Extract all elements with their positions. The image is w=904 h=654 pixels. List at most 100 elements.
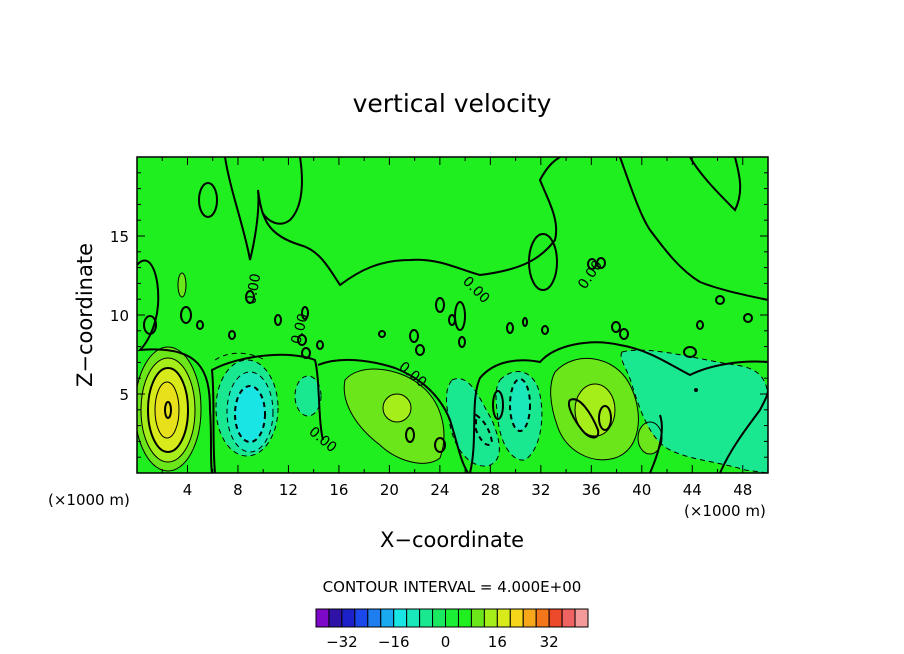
chain-loop [596, 257, 606, 269]
colorbar-swatch [380, 608, 395, 628]
pos-contour-4-mid [343, 368, 445, 464]
pos-contour-4-far [637, 421, 663, 455]
x-tick-label: 36 [582, 481, 601, 499]
y-tick-label: 15 [110, 228, 129, 246]
x-tick-label: 8 [233, 481, 243, 499]
x-unit-label-right: (×1000 m) [684, 502, 766, 520]
chain-loop [245, 290, 255, 304]
downdraft-contour-30-inner [510, 379, 530, 431]
zero-contour-island-7 [180, 306, 192, 324]
zero-contour-right-upper [619, 157, 768, 301]
contour-fills [137, 273, 768, 473]
zero-contour-top-mid [261, 157, 303, 225]
zero-contour-mid [210, 353, 324, 473]
zero-contour-right-edge [649, 414, 663, 473]
updraft-contour-20-inner [383, 394, 411, 422]
chain-loop [301, 347, 311, 359]
colorbar-swatch [432, 608, 447, 628]
zero-contour-island-2 [528, 233, 558, 291]
neg-contour-4-left [215, 359, 279, 457]
colorbar-swatch [406, 608, 421, 628]
chain-loop [715, 295, 725, 305]
x-axis-label: X−coordinate [380, 528, 524, 552]
zero-contour-island-6 [164, 401, 172, 419]
zero-contour-lower-mid [317, 358, 469, 473]
small-updraft-left [178, 273, 186, 297]
zero-contour-island-8 [696, 320, 704, 330]
chain-loop [506, 322, 514, 334]
x-tick-label: 24 [430, 481, 449, 499]
neg-contour-4-mid2 [495, 371, 543, 461]
colorbar-swatch [393, 608, 408, 628]
colorbar: −32 −16 0 16 32 [315, 608, 589, 651]
chain-loop [297, 334, 307, 346]
neg-contour-4-mid [446, 378, 500, 467]
colorbar-swatch [367, 608, 382, 628]
chain-loop [435, 297, 445, 313]
zero-contour-left [137, 259, 213, 473]
downdraft-contour-small [295, 376, 321, 416]
contour-label: 0.00 [288, 312, 312, 346]
colorbar-swatch [561, 608, 576, 628]
zero-contour-island-1 [198, 182, 218, 218]
chain-loop [228, 330, 236, 340]
zero-contour-island-9 [743, 313, 753, 323]
neg-contour-4-small [294, 375, 322, 417]
chain-loop [415, 344, 425, 356]
chart-title: vertical velocity [353, 89, 552, 118]
colorbar-swatch [574, 608, 589, 628]
neg-contour-8-left [226, 371, 274, 453]
zero-contour-island-3 [405, 427, 415, 443]
x-tick-label: 12 [279, 481, 298, 499]
x-tick-label: 44 [683, 481, 702, 499]
zero-contour-island-13 [378, 330, 386, 338]
plot-area: 0.00 0.00 0.00 0.00 0.00 0.00 4 8 12 16 20 24… [110, 156, 769, 499]
colorbar-swatch [483, 608, 498, 628]
zero-contour-far-right [719, 389, 768, 473]
colorbar-tick-label: 32 [540, 633, 559, 651]
pos-contour-8-mid [382, 393, 412, 423]
neg-contour-4-leftedge [214, 352, 266, 361]
colorbar-swatch [509, 608, 524, 628]
x-tick-label: 32 [531, 481, 550, 499]
zero-contour-island-15 [492, 390, 504, 420]
colorbar-swatch [470, 608, 485, 628]
colorbar-tick-label: 0 [441, 633, 451, 651]
colorbar-swatch [419, 608, 434, 628]
contour-label: 0.00 [243, 272, 264, 305]
colorbar-swatch [445, 608, 459, 628]
colorbar-swatch [548, 608, 563, 628]
chain-loop [316, 340, 324, 350]
neg-contour-8-mid2 [509, 378, 531, 432]
x-tick-label: 40 [632, 481, 651, 499]
x-tick-label: 16 [329, 481, 348, 499]
chain-loop [541, 325, 549, 335]
x-tick-label: 28 [481, 481, 500, 499]
colorbar-swatch [457, 608, 472, 628]
pos-contour-8-right [574, 383, 616, 437]
colorbar-tick-label: −32 [326, 633, 358, 651]
chain-loop [587, 258, 597, 270]
colorbar-swatch [341, 608, 356, 628]
zero-contour-chains [196, 257, 725, 359]
y-axis-label: Z−coordinate [73, 243, 97, 387]
zero-contour-lower-right [469, 341, 768, 473]
chain-loop [274, 314, 282, 326]
neg-contour-12-left [234, 385, 266, 443]
downdraft-region-44 [621, 350, 768, 473]
marker-dot [694, 388, 698, 392]
colorbar-swatch [535, 608, 550, 628]
colorbar-swatch [354, 608, 369, 628]
negative-contours [214, 349, 768, 473]
y-tick-label: 5 [119, 386, 129, 404]
contour-interval-text: CONTOUR INTERVAL = 4.000E+00 [323, 578, 582, 596]
x-tick-label: 4 [183, 481, 193, 499]
neg-contour-8-mid [475, 413, 494, 446]
downdraft-contour-12 [235, 386, 265, 442]
pos-contour-4-right [550, 358, 639, 461]
colorbar-swatch [496, 608, 511, 628]
chain-loop [301, 306, 309, 320]
pos-contour-4-small [177, 272, 187, 298]
zero-contour-island-4 [598, 405, 612, 431]
